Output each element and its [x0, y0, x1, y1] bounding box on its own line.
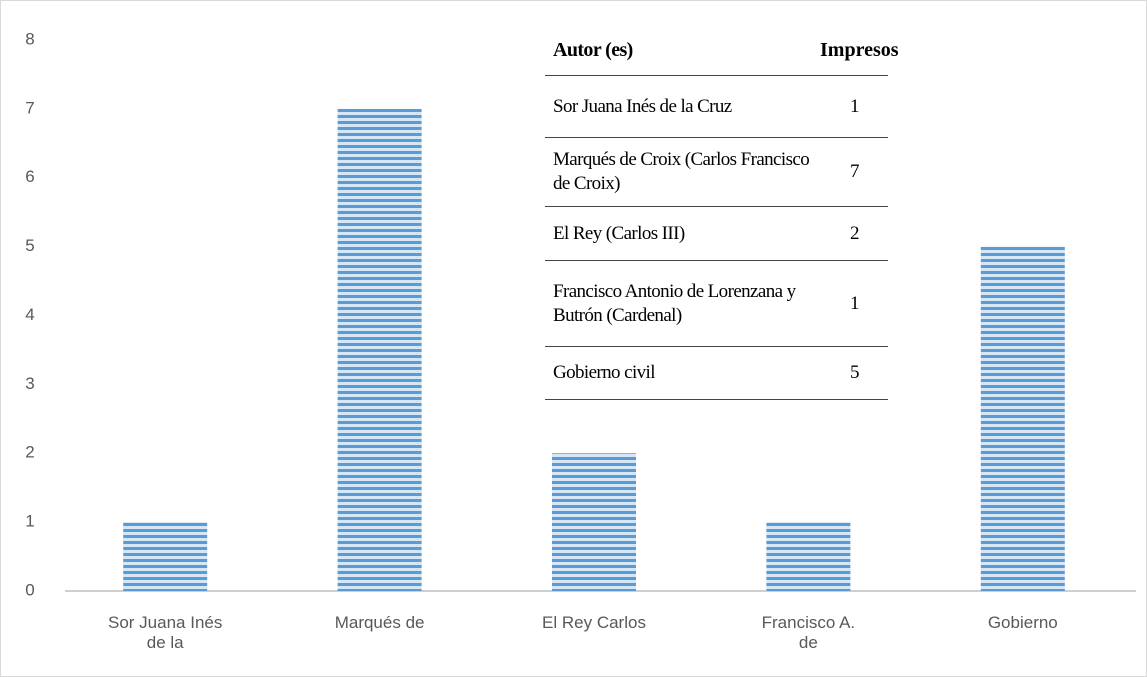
table-cell: El Rey (Carlos III) [553, 222, 685, 244]
table-row: Francisco Antonio de Lorenzana y Butrón … [545, 261, 888, 347]
table-cell: 7 [850, 161, 860, 182]
table-row: Marqués de Croix (Carlos Francisco de Cr… [545, 138, 888, 207]
bar [552, 453, 636, 591]
table-cell: 2 [850, 222, 860, 244]
table-cell: 1 [850, 292, 860, 314]
table-row: El Rey (Carlos III) 2 [545, 207, 888, 261]
bar [766, 522, 851, 591]
table-row: Sor Juana Inés de la Cruz 1 [545, 76, 888, 138]
bar [980, 246, 1065, 591]
y-tick-label: 2 [25, 443, 34, 462]
y-tick-label: 0 [25, 580, 34, 599]
y-tick-label: 5 [25, 236, 34, 255]
y-tick-label: 7 [25, 98, 34, 117]
x-tick-label: Sor Juana Inés de la [108, 613, 223, 652]
x-tick-label: Gobierno [987, 613, 1058, 632]
table-cell: Gobierno civil [553, 362, 655, 383]
y-tick-label: 6 [25, 167, 34, 186]
x-tick-label: El Rey Carlos [542, 613, 646, 632]
table-row: Gobierno civil 5 [545, 347, 888, 400]
y-tick-label: 4 [25, 305, 34, 324]
table-header-cell: Autor (es) [553, 39, 633, 61]
table-header-cell: Impresos [820, 38, 899, 61]
table-cell: 1 [850, 95, 860, 117]
x-tick-label: Marqués de [334, 613, 425, 632]
bar [123, 522, 208, 591]
y-tick-label: 3 [25, 374, 34, 393]
x-tick-label: Francisco A. de [761, 613, 856, 652]
table-cell: Francisco Antonio de Lorenzana y Butrón … [553, 280, 796, 326]
bar [337, 108, 422, 591]
table-header-row: Autor (es) Impresos [545, 25, 899, 76]
y-tick-label: 1 [25, 512, 34, 531]
table-cell: Sor Juana Inés de la Cruz [553, 95, 732, 117]
data-table: Autor (es) Impresos Sor Juana Inés de la C… [545, 25, 899, 400]
table-cell: Marqués de Croix (Carlos Francisco de Cr… [553, 149, 810, 194]
table-cell: 5 [850, 362, 860, 383]
y-tick-label: 8 [25, 29, 34, 48]
